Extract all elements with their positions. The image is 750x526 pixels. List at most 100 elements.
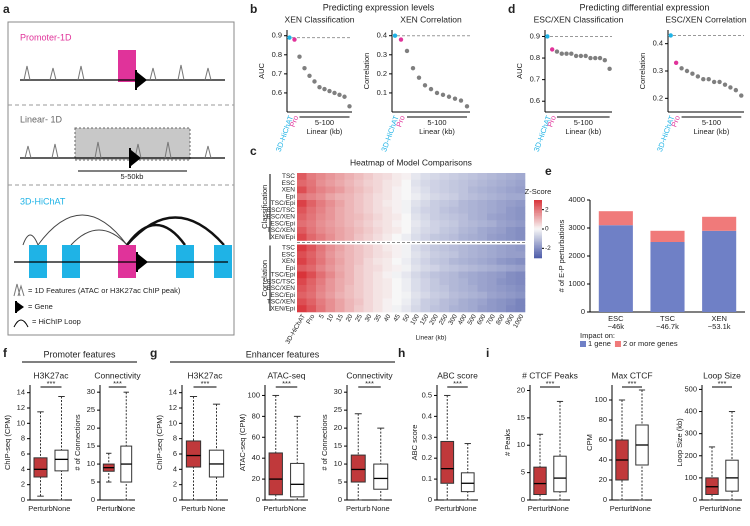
point <box>342 94 347 99</box>
point <box>428 86 434 92</box>
y-tick-label: 6 <box>173 449 177 458</box>
section-label: 3D-HiChAT <box>20 196 66 206</box>
heatmap-cell <box>373 264 383 272</box>
heatmap-cell <box>344 251 355 259</box>
row-label: TSC <box>282 245 295 252</box>
heatmap-cell <box>335 173 345 181</box>
heatmap-cell <box>468 173 478 181</box>
colorbar-segment <box>534 247 542 250</box>
y-axis-label: ATAC-seq (CPM) <box>238 413 247 471</box>
colorbar-segment <box>534 207 542 209</box>
colorbar-segment <box>534 202 542 205</box>
heatmap-cell <box>363 298 374 306</box>
row-label: TSC/Epi <box>271 272 295 279</box>
heatmap-cell <box>363 200 374 208</box>
heatmap-cell <box>354 264 364 272</box>
heatmap-cell <box>420 244 431 252</box>
heatmap-cell <box>306 305 317 313</box>
heatmap-cell <box>411 200 421 208</box>
heatmap-cell <box>306 271 317 279</box>
heatmap-cell <box>496 251 507 259</box>
heatmap-cell <box>420 233 431 241</box>
heatmap-cell <box>487 264 497 272</box>
y-axis-label: # of E-P perturbations <box>557 219 566 292</box>
gene-arrow <box>137 72 147 88</box>
panel-label: a <box>3 2 10 16</box>
chart-title: Loop Size <box>703 370 741 380</box>
heatmap-cell <box>382 291 393 299</box>
heatmap-cell <box>382 264 393 272</box>
box <box>54 449 69 472</box>
legend-text: = Gene <box>28 302 53 311</box>
column-label: 3D-HiChAT <box>285 313 307 345</box>
heatmap-cell <box>496 213 507 221</box>
y-tick-label: 4 <box>21 464 25 473</box>
heatmap-cell <box>363 206 374 214</box>
heatmap-cell <box>344 179 355 187</box>
column-label: 5 <box>318 313 326 320</box>
heatmap-cell <box>515 186 526 194</box>
point <box>312 79 317 84</box>
legend-loop-icon <box>13 319 29 328</box>
heatmap-cell <box>373 200 383 208</box>
heatmap-cell <box>430 305 440 313</box>
heatmap-cell <box>468 213 478 221</box>
heatmap-cell <box>344 186 355 194</box>
heatmap-cell <box>306 285 317 293</box>
heatmap-cell <box>325 298 336 306</box>
heatmap-cell <box>439 298 450 306</box>
x-tick-label: Pro <box>288 114 300 128</box>
heatmap-cell <box>306 298 317 306</box>
y-tick-label: 12 <box>169 403 177 412</box>
y-axis-label: # Peaks <box>503 429 512 456</box>
colorbar-segment <box>534 244 542 247</box>
heatmap-cell <box>392 220 402 228</box>
heatmap-cell <box>487 173 497 181</box>
heatmap-cell <box>506 193 516 201</box>
heatmap-cell <box>297 285 307 293</box>
heatmap-cell <box>515 285 526 293</box>
point <box>668 33 673 38</box>
heatmap-cell <box>468 298 478 306</box>
x-tick-sublabel: ~46.7k <box>656 322 679 331</box>
heatmap-cell <box>458 291 469 299</box>
column-label: 40 <box>383 313 393 323</box>
heatmap-cell <box>392 179 402 187</box>
heatmap-cell <box>411 291 421 299</box>
heatmap-cell <box>477 251 488 259</box>
row-label: Epi <box>286 265 295 272</box>
y-tick-label: 0 <box>603 495 607 504</box>
heatmap-cell <box>458 298 469 306</box>
heatmap-cell <box>297 271 307 279</box>
column-label: 800 <box>495 313 507 326</box>
heatmap-cell <box>382 278 393 286</box>
heatmap-cell <box>420 278 431 286</box>
heatmap-cell <box>392 186 402 194</box>
row-label: ESC/TSC <box>267 207 295 214</box>
y-tick-label: 0.7 <box>272 69 282 78</box>
heatmap-cell <box>354 200 364 208</box>
box <box>185 440 202 468</box>
colorbar-segment <box>534 249 542 252</box>
colorbar-segment <box>534 218 542 221</box>
significance-label: *** <box>201 379 210 388</box>
heatmap-cell <box>335 200 345 208</box>
heatmap-cell <box>439 285 450 293</box>
heatmap-cell <box>401 227 412 235</box>
heatmap-cell <box>401 278 412 286</box>
heatmap-cell <box>325 227 336 235</box>
colorbar-segment <box>534 201 542 204</box>
box <box>290 462 305 498</box>
heatmap-cell <box>439 227 450 235</box>
heatmap-cell <box>344 285 355 293</box>
bar-segment <box>598 211 633 226</box>
x-tick-label: None <box>459 504 477 513</box>
row-label: TSC <box>282 173 295 180</box>
point <box>679 66 684 71</box>
heatmap-cell <box>487 233 497 241</box>
heatmap-cell <box>363 233 374 241</box>
heatmap-cell <box>325 291 336 299</box>
heatmap-cell <box>458 227 469 235</box>
bar-segment <box>702 216 737 231</box>
heatmap-cell <box>506 305 516 313</box>
